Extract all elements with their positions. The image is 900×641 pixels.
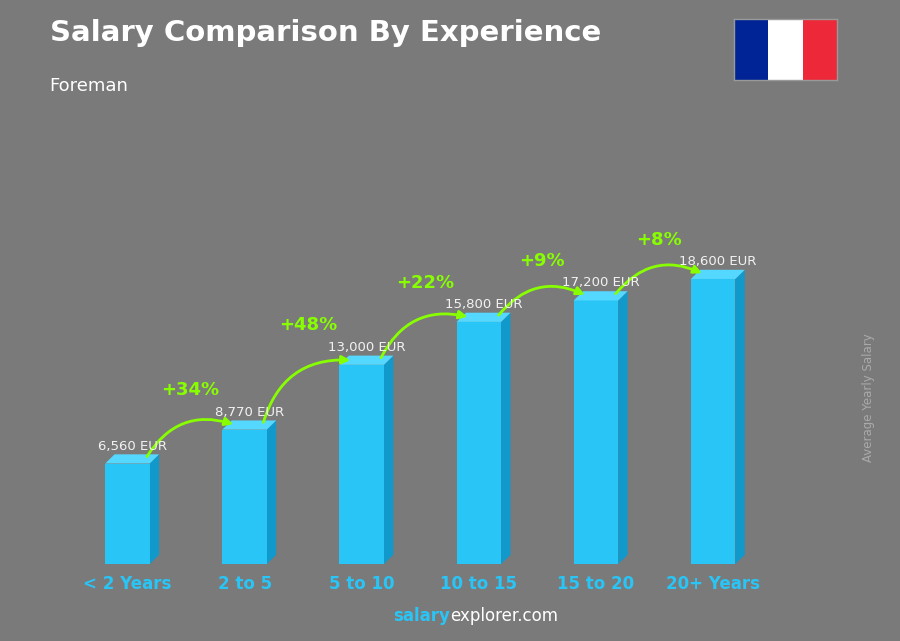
Polygon shape [735, 270, 745, 564]
Text: 6,560 EUR: 6,560 EUR [97, 440, 166, 453]
Text: Foreman: Foreman [50, 77, 129, 95]
Bar [456, 322, 501, 564]
Text: +22%: +22% [396, 274, 454, 292]
Text: salary: salary [393, 607, 450, 625]
Text: +34%: +34% [162, 381, 220, 399]
Polygon shape [618, 291, 627, 564]
Polygon shape [105, 454, 159, 463]
Polygon shape [384, 356, 393, 564]
Bar [339, 365, 384, 564]
Text: Salary Comparison By Experience: Salary Comparison By Experience [50, 19, 601, 47]
Bar [803, 19, 837, 80]
Text: 8,770 EUR: 8,770 EUR [215, 406, 284, 419]
Text: 15,800 EUR: 15,800 EUR [445, 298, 522, 311]
Text: 18,600 EUR: 18,600 EUR [680, 255, 757, 268]
Text: 17,200 EUR: 17,200 EUR [562, 276, 640, 290]
Text: Average Yearly Salary: Average Yearly Salary [862, 333, 875, 462]
Polygon shape [339, 356, 393, 365]
Bar [768, 19, 803, 80]
Bar [573, 301, 618, 564]
Polygon shape [266, 420, 276, 564]
Bar [734, 19, 768, 80]
Text: +8%: +8% [636, 231, 682, 249]
Polygon shape [573, 291, 627, 301]
Text: +48%: +48% [279, 317, 337, 335]
Polygon shape [456, 313, 510, 322]
Bar [105, 463, 149, 564]
Text: 13,000 EUR: 13,000 EUR [328, 341, 405, 354]
Bar [222, 429, 266, 564]
Polygon shape [149, 454, 159, 564]
Polygon shape [691, 270, 745, 279]
Bar [691, 279, 735, 564]
Text: explorer.com: explorer.com [450, 607, 558, 625]
Polygon shape [222, 420, 276, 429]
Text: +9%: +9% [519, 252, 565, 270]
Polygon shape [501, 313, 510, 564]
